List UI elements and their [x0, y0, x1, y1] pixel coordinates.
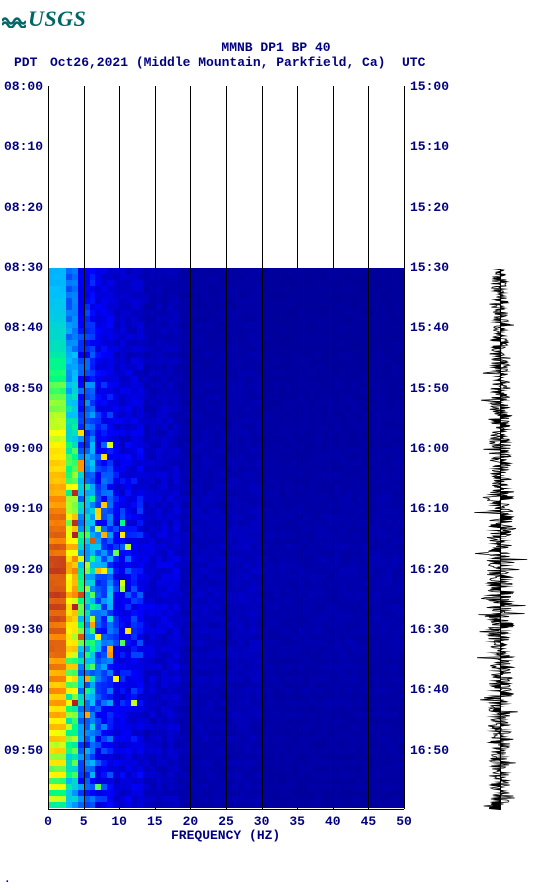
spectrogram-plot [48, 86, 404, 810]
ytick-right: 15:10 [410, 139, 449, 154]
date-label: Oct26,2021 (Middle Mountain, Parkfield, … [50, 55, 385, 70]
xtick: 0 [44, 814, 52, 829]
usgs-wave-icon [2, 8, 26, 26]
ytick-left: 08:10 [4, 139, 43, 154]
logo-text: USGS [28, 6, 86, 31]
ytick-right: 16:50 [410, 743, 449, 758]
ytick-right: 15:40 [410, 320, 449, 335]
usgs-logo: USGS [2, 6, 86, 32]
ytick-right: 16:10 [410, 501, 449, 516]
ytick-left: 09:00 [4, 441, 43, 456]
ytick-left: 09:30 [4, 622, 43, 637]
ytick-left: 08:30 [4, 260, 43, 275]
xtick: 5 [80, 814, 88, 829]
footmark: . [4, 874, 11, 886]
gridline [155, 86, 156, 809]
x-axis-label: FREQUENCY (HZ) [171, 828, 280, 843]
xtick: 25 [218, 814, 234, 829]
xtick: 15 [147, 814, 163, 829]
gridline [190, 86, 191, 809]
ytick-left: 09:20 [4, 562, 43, 577]
gridline [119, 86, 120, 809]
xtick: 20 [183, 814, 199, 829]
seismogram-sidebar [470, 269, 530, 810]
gridline [48, 86, 49, 809]
ytick-right: 16:00 [410, 441, 449, 456]
ytick-right: 16:40 [410, 682, 449, 697]
gridline [84, 86, 85, 809]
gridline [262, 86, 263, 809]
gridline [333, 86, 334, 809]
ytick-left: 09:40 [4, 682, 43, 697]
ytick-right: 15:50 [410, 381, 449, 396]
ytick-left: 08:20 [4, 200, 43, 215]
chart-title: MMNB DP1 BP 40 [0, 40, 552, 55]
ytick-right: 16:20 [410, 562, 449, 577]
xtick: 35 [289, 814, 305, 829]
ytick-left: 08:00 [4, 79, 43, 94]
xtick: 10 [111, 814, 127, 829]
xtick: 50 [396, 814, 412, 829]
ytick-left: 08:50 [4, 381, 43, 396]
ytick-right: 15:00 [410, 79, 449, 94]
gridline [297, 86, 298, 809]
ytick-right: 15:20 [410, 200, 449, 215]
gridline [404, 86, 405, 809]
xtick: 30 [254, 814, 270, 829]
gridline [368, 86, 369, 809]
ytick-right: 15:30 [410, 260, 449, 275]
gridline [226, 86, 227, 809]
ytick-left: 08:40 [4, 320, 43, 335]
ytick-left: 09:50 [4, 743, 43, 758]
tz-right-label: UTC [402, 55, 425, 70]
xtick: 45 [361, 814, 377, 829]
ytick-right: 16:30 [410, 622, 449, 637]
tz-left-label: PDT [14, 55, 37, 70]
xtick: 40 [325, 814, 341, 829]
seismogram-trace [470, 269, 530, 810]
ytick-left: 09:10 [4, 501, 43, 516]
